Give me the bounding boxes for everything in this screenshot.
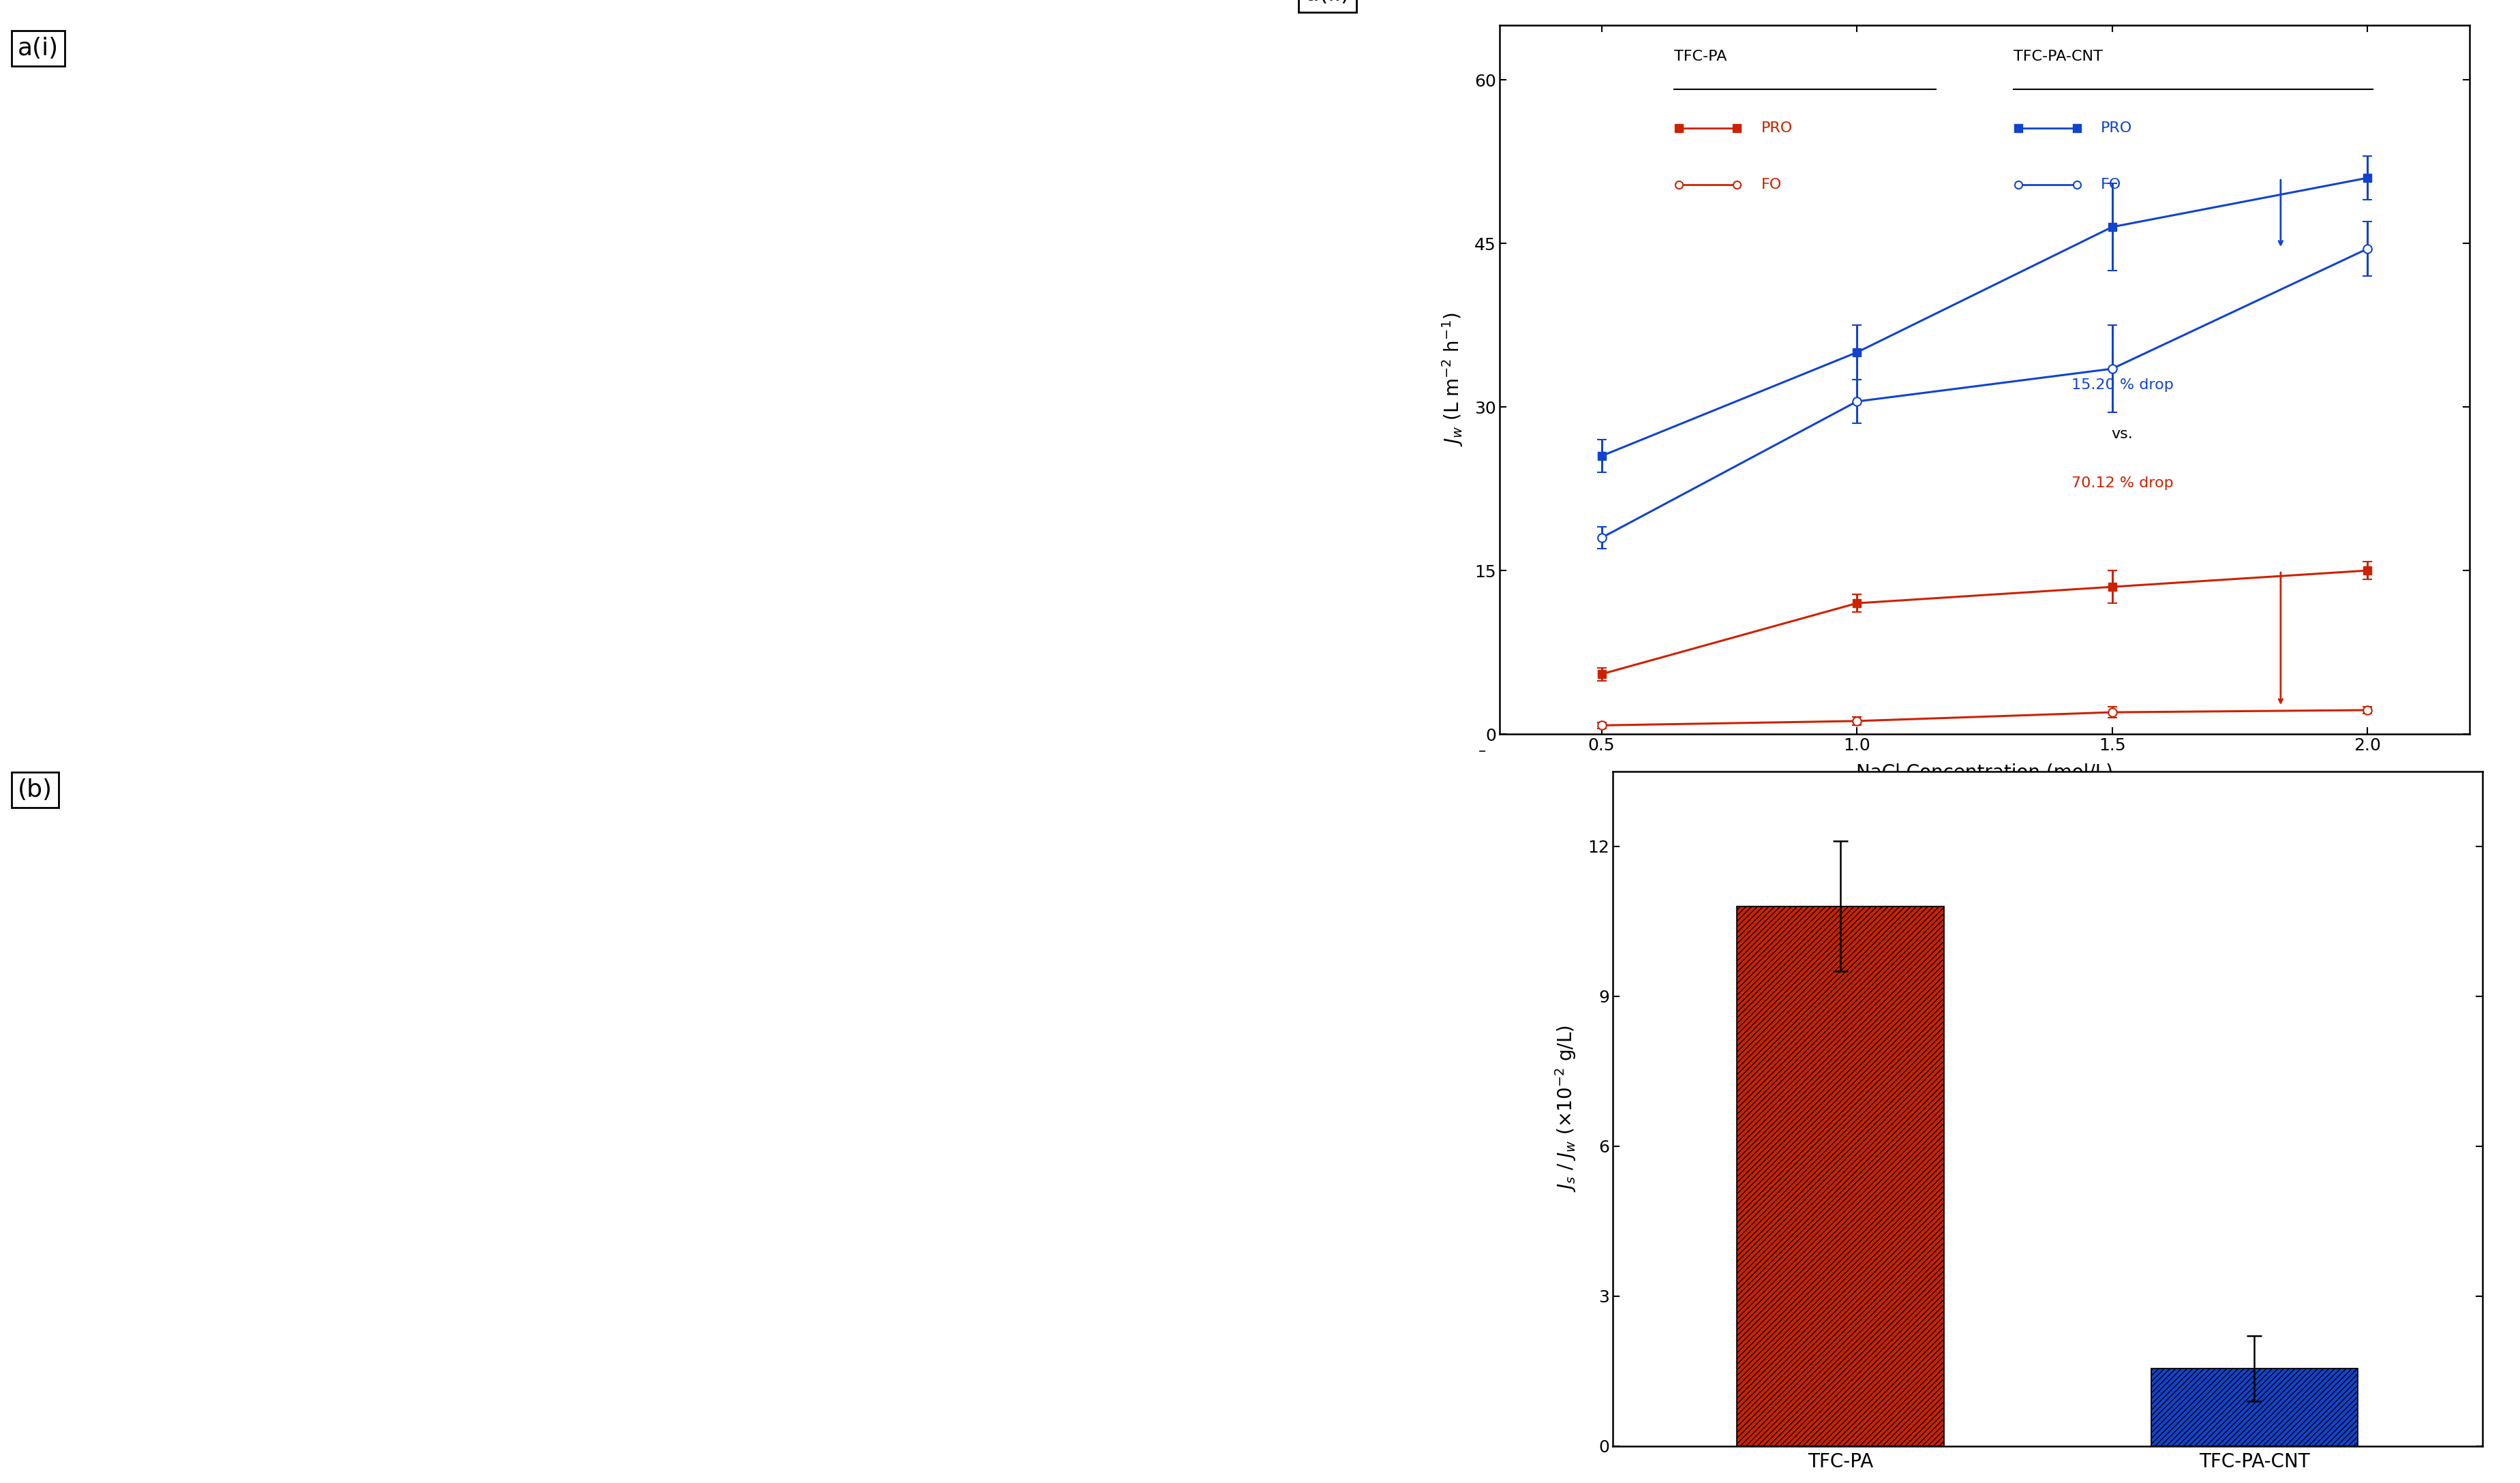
Text: a(ii): a(ii) [1305,0,1351,4]
Text: FO: FO [2102,178,2122,191]
Text: PRO: PRO [2102,122,2132,135]
Text: a(i): a(i) [18,37,58,61]
X-axis label: NaCl Concentration (mol/L): NaCl Concentration (mol/L) [1857,764,2112,783]
Bar [1736,906,1943,1446]
Y-axis label: $J_w$ (L m$^{-2}$ h$^{-1}$): $J_w$ (L m$^{-2}$ h$^{-1}$) [1441,313,1464,446]
Text: (b): (b) [18,779,53,802]
Text: 70.12 % drop: 70.12 % drop [2071,476,2172,489]
Text: FO: FO [1761,178,1782,191]
Text: vs.: vs. [2112,427,2134,440]
Text: –: – [1479,744,1487,758]
Y-axis label: $J_s$ / $J_w$ ($\times$10$^{-2}$ g/L): $J_s$ / $J_w$ ($\times$10$^{-2}$ g/L) [1555,1025,1578,1192]
Text: PRO: PRO [1761,122,1792,135]
Bar [2152,1369,2359,1446]
Text: 15.20 % drop: 15.20 % drop [2071,378,2172,392]
Text: TFC-PA-CNT: TFC-PA-CNT [2013,50,2102,64]
Text: TFC-PA: TFC-PA [1673,50,1726,64]
